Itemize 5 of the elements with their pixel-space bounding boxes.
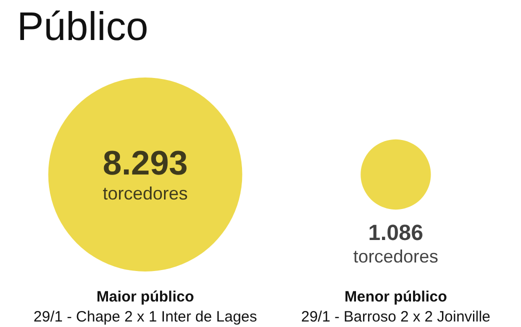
data-label: 1.086 torcedores <box>353 220 438 267</box>
text: Público <box>17 5 148 49</box>
data-label: 8.293 torcedores <box>102 144 188 204</box>
category-label: Maior público 29/1 - Chape 2 x 1 Inter de Lages <box>34 288 257 326</box>
category-label: Menor público 29/1 - Barroso 2 x 2 Joinville <box>301 288 490 326</box>
